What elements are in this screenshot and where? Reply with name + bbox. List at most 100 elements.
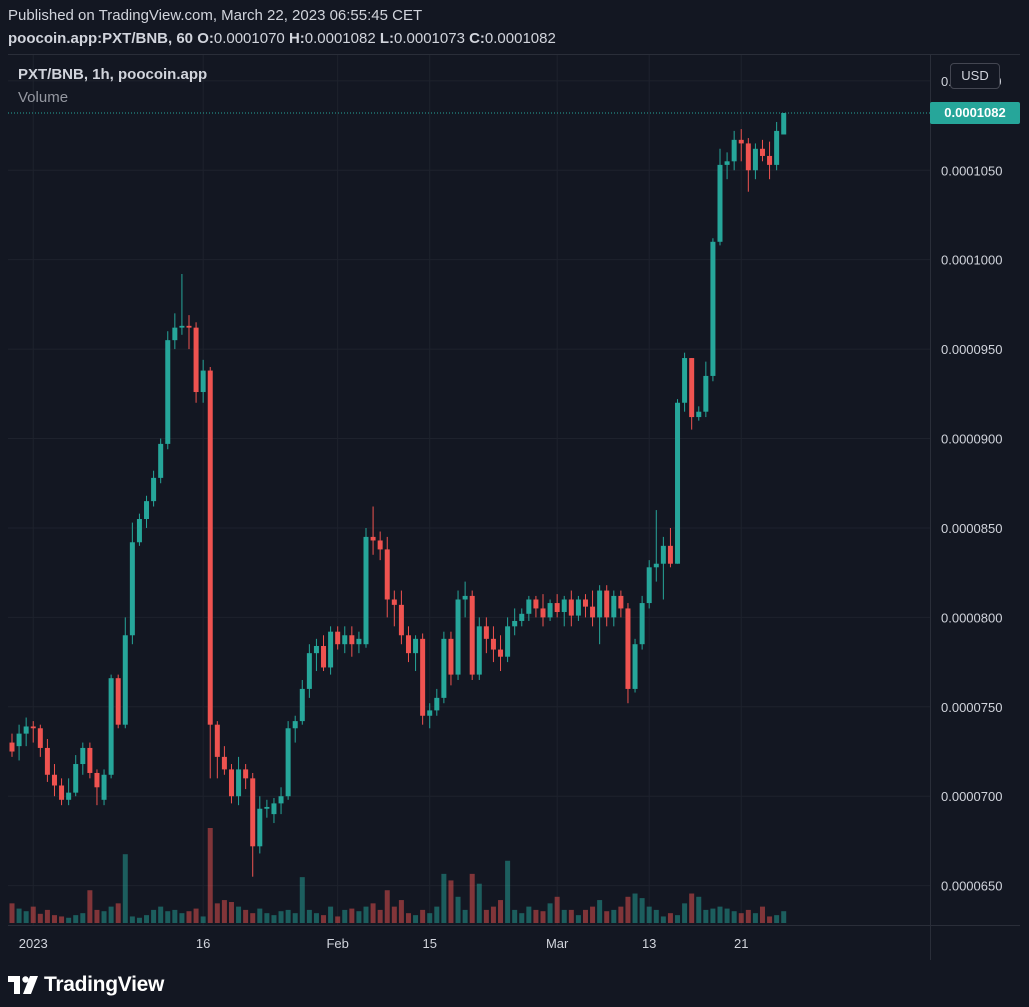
candle-body[interactable] (413, 638, 419, 654)
candle-body[interactable] (80, 747, 86, 765)
candle-body[interactable] (391, 599, 397, 605)
candle-body[interactable] (710, 241, 716, 376)
candle-body[interactable] (214, 724, 220, 757)
candle-body[interactable] (540, 608, 546, 618)
legend-title[interactable]: PXT/BNB, 1h, poocoin.app (18, 66, 208, 83)
candle-body[interactable] (165, 340, 171, 444)
candle-body[interactable] (73, 764, 79, 793)
candle-body[interactable] (526, 599, 532, 614)
candle-body[interactable] (490, 638, 496, 650)
candle-body[interactable] (59, 785, 65, 800)
time-axis[interactable]: 2023 16 Feb 15 Mar 13 21 (19, 936, 749, 951)
candle-body[interactable] (158, 443, 164, 478)
candle-body[interactable] (505, 626, 511, 657)
candle-body[interactable] (752, 148, 758, 171)
candle-body[interactable] (271, 803, 277, 815)
candle-body[interactable] (597, 590, 603, 618)
candle-body[interactable] (87, 747, 93, 773)
candle-body[interactable] (448, 638, 454, 675)
candle-body[interactable] (590, 606, 596, 618)
candle-body[interactable] (16, 733, 22, 747)
candle-body[interactable] (356, 638, 362, 645)
candle-body[interactable] (377, 540, 383, 550)
candle-body[interactable] (462, 595, 468, 600)
candle-body[interactable] (115, 678, 121, 725)
candle-body[interactable] (667, 545, 673, 564)
candle-body[interactable] (9, 742, 15, 752)
candle-body[interactable] (335, 631, 341, 645)
candle-body[interactable] (250, 778, 256, 847)
tradingview-logo[interactable]: TradingView (8, 972, 164, 998)
candle-body[interactable] (299, 688, 305, 722)
candle-body[interactable] (611, 595, 617, 618)
candle-body[interactable] (172, 327, 178, 341)
candle-body[interactable] (512, 620, 518, 627)
candle-body[interactable] (604, 590, 610, 618)
candle-body[interactable] (618, 595, 624, 609)
candle-body[interactable] (51, 774, 57, 786)
candle-body[interactable] (660, 545, 666, 564)
candle-body[interactable] (328, 631, 334, 668)
candle-body[interactable] (568, 599, 574, 616)
candle-body[interactable] (476, 626, 482, 675)
candle-body[interactable] (646, 567, 652, 604)
candle-body[interactable] (398, 604, 404, 636)
candle-body[interactable] (703, 375, 709, 412)
candle-body[interactable] (228, 769, 234, 797)
candle-body[interactable] (561, 599, 567, 613)
candle-body[interactable] (653, 563, 659, 568)
candle-body[interactable] (682, 358, 688, 403)
candle-body[interactable] (420, 638, 426, 716)
candle-body[interactable] (575, 599, 581, 616)
candle-body[interactable] (37, 728, 43, 748)
candle-body[interactable] (767, 155, 773, 165)
candle-body[interactable] (200, 370, 206, 393)
candle-body[interactable] (44, 747, 50, 775)
candle-body[interactable] (547, 603, 553, 618)
currency-button[interactable]: USD (950, 63, 1000, 89)
candle-body[interactable] (625, 608, 631, 689)
candle-body[interactable] (285, 728, 291, 797)
candle-body[interactable] (533, 599, 539, 609)
candle-body[interactable] (313, 645, 319, 654)
candle-body[interactable] (519, 613, 525, 621)
candle-body[interactable] (292, 721, 298, 729)
candle-body[interactable] (774, 130, 780, 165)
candle-body[interactable] (632, 644, 638, 689)
candle-body[interactable] (101, 774, 107, 800)
candle-body[interactable] (30, 726, 36, 729)
candle-body[interactable] (455, 599, 461, 675)
candle-body[interactable] (370, 536, 376, 541)
candle-body[interactable] (675, 402, 681, 564)
candle-body[interactable] (122, 635, 128, 725)
candle-body[interactable] (639, 603, 645, 645)
candle-body[interactable] (384, 549, 390, 600)
candle-body[interactable] (469, 595, 475, 675)
candle-body[interactable] (236, 769, 242, 797)
candle-body[interactable] (554, 603, 560, 613)
candle-body[interactable] (243, 769, 249, 779)
candle-body[interactable] (193, 327, 199, 393)
candle-body[interactable] (759, 148, 765, 156)
candle-body[interactable] (696, 411, 702, 418)
candle-body[interactable] (179, 325, 185, 328)
candle-body[interactable] (582, 599, 588, 607)
legend-volume[interactable]: Volume (18, 89, 69, 106)
candle-body[interactable] (745, 143, 751, 171)
candle-body[interactable] (441, 638, 447, 698)
candle-body[interactable] (405, 635, 411, 654)
candle-body[interactable] (94, 772, 100, 788)
candle-body[interactable] (306, 653, 312, 689)
candle-body[interactable] (136, 519, 142, 543)
candle-body[interactable] (151, 477, 157, 502)
candle-body[interactable] (221, 756, 227, 770)
price-axis[interactable]: 0.0000650 0.0000700 0.0000750 0.0000800 0.00… (941, 74, 1002, 894)
candle-body[interactable] (108, 678, 114, 775)
candle-body[interactable] (781, 113, 787, 135)
candle-body[interactable] (278, 796, 284, 804)
candle-body[interactable] (66, 792, 72, 800)
candle-body[interactable] (349, 635, 355, 645)
candle-body[interactable] (321, 645, 327, 668)
candle-body[interactable] (129, 542, 135, 636)
